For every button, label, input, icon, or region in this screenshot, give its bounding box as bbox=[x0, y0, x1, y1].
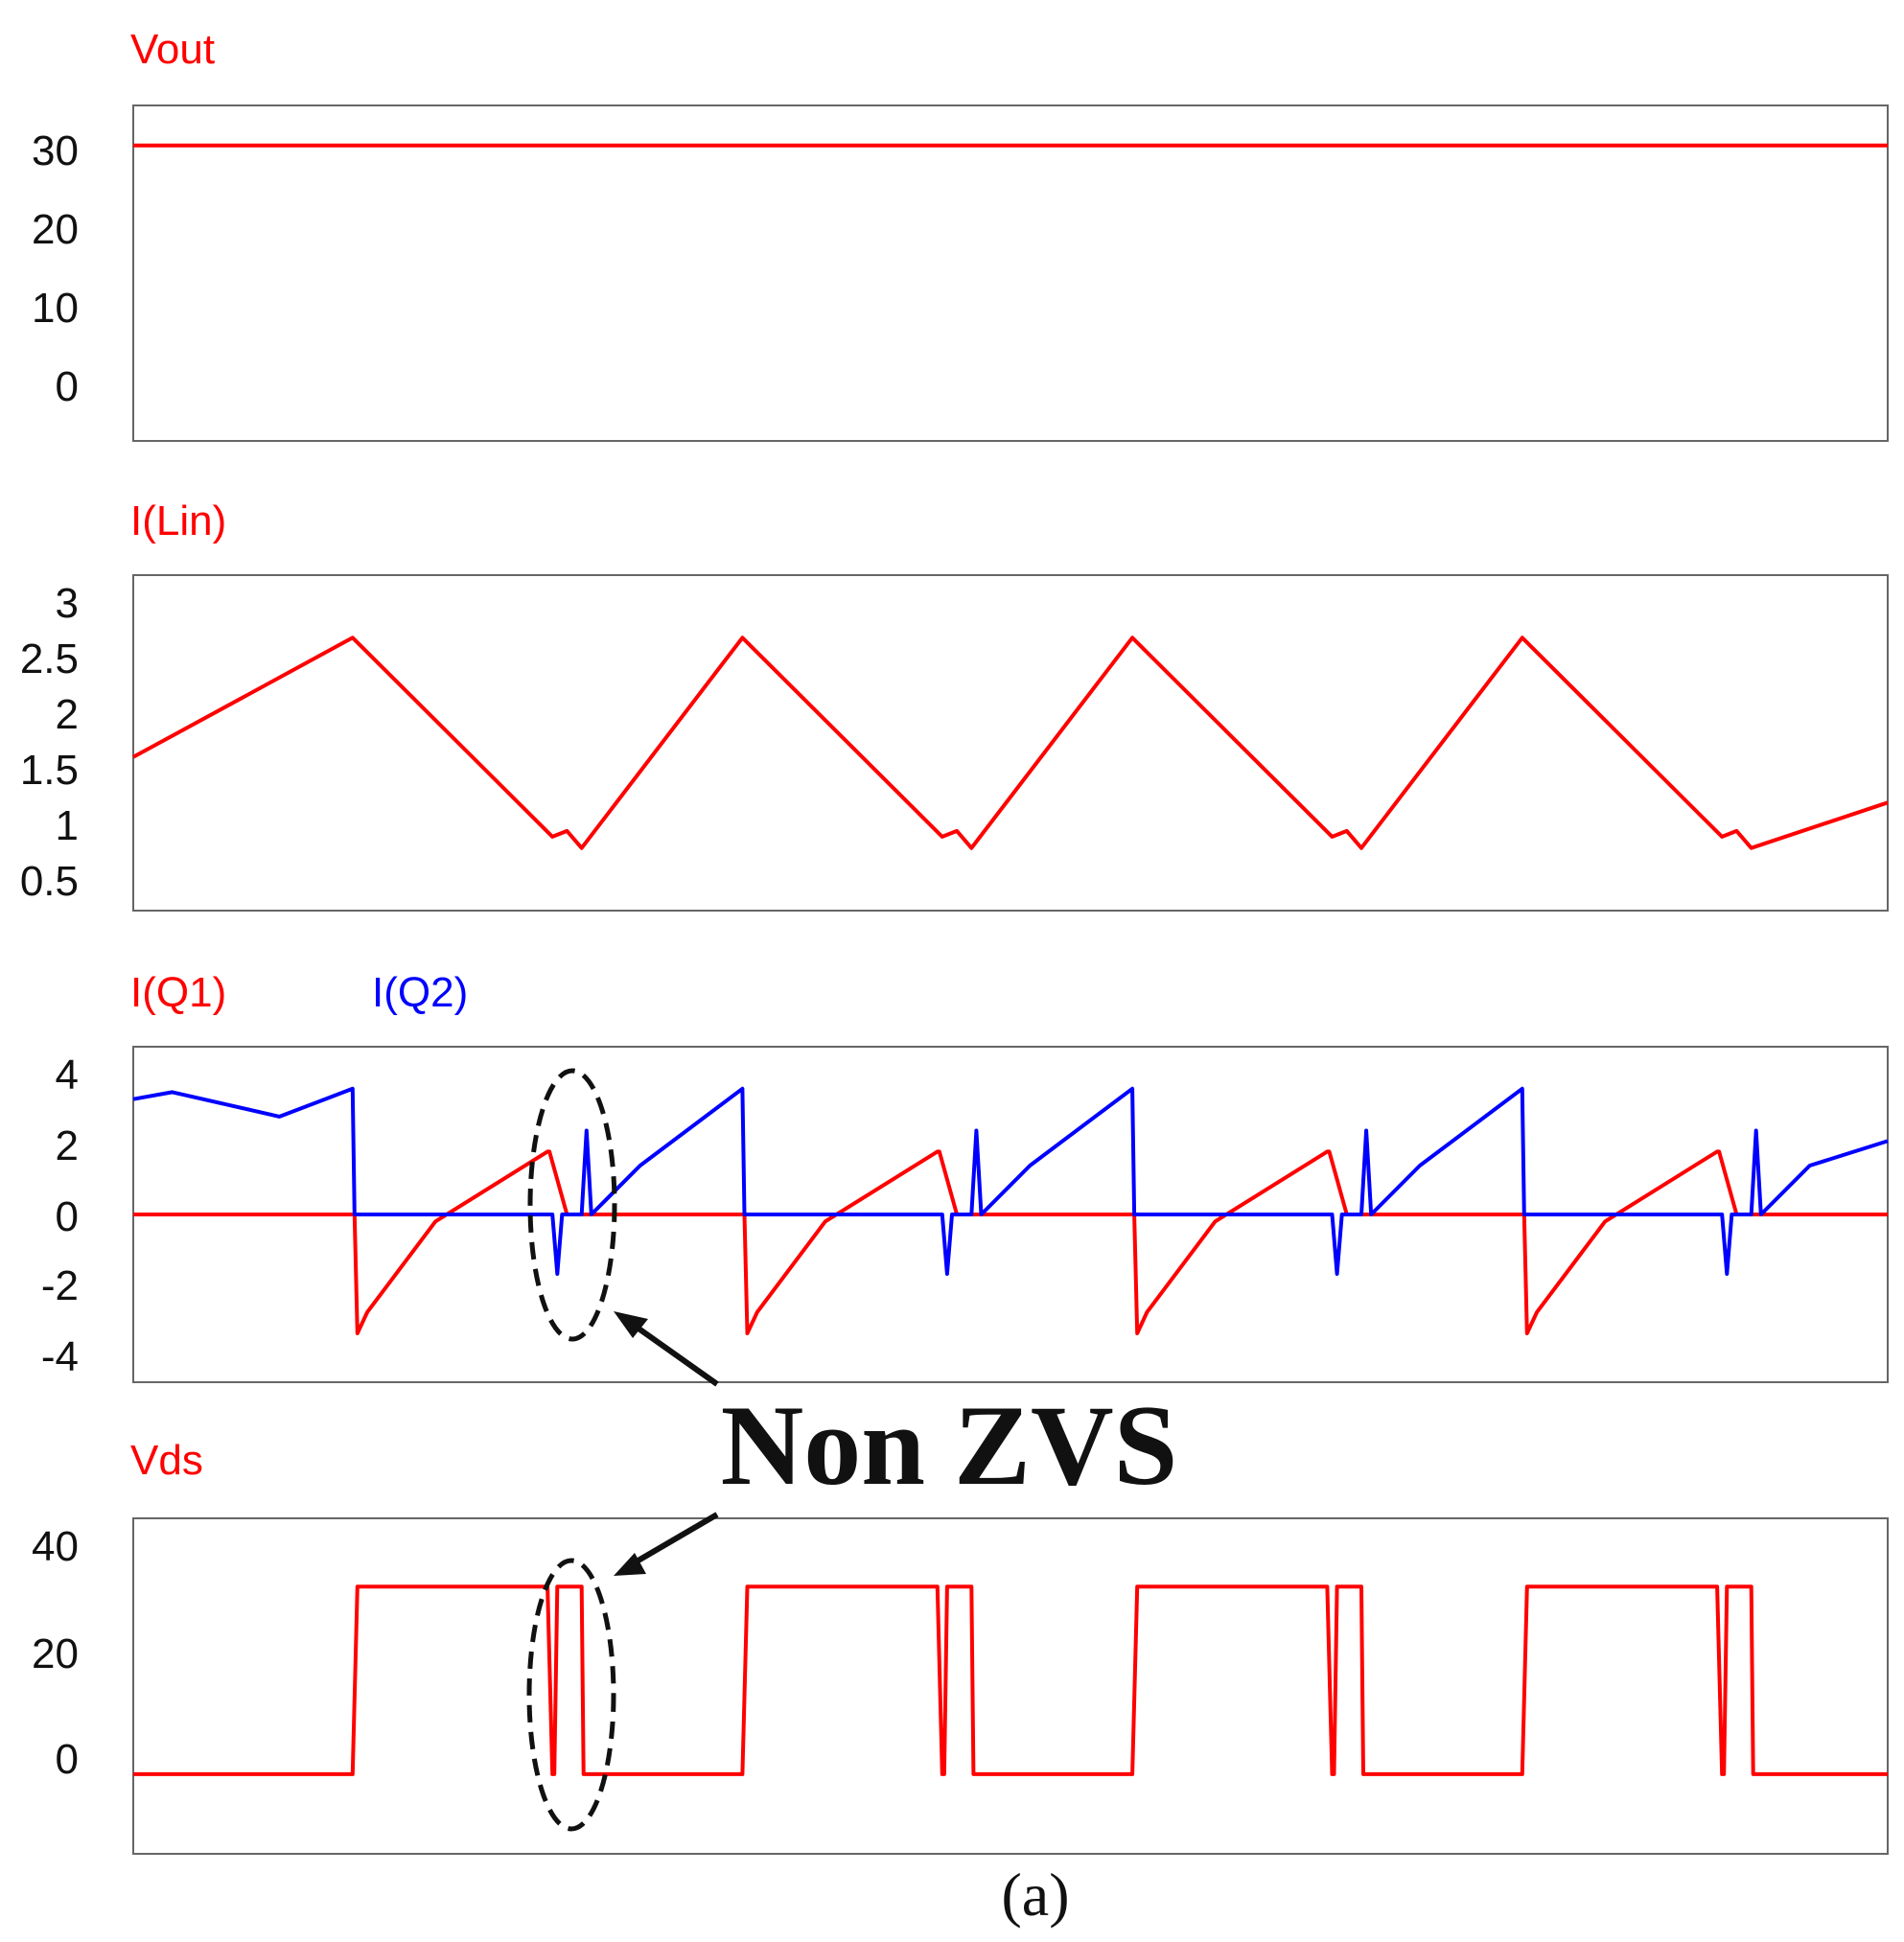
annotation-arrowhead bbox=[614, 1311, 648, 1338]
y-tick: 20 bbox=[32, 1630, 79, 1677]
panel-vds: Vds 40 20 0 bbox=[32, 1437, 1889, 1855]
panel-iq: I(Q1) I(Q2) 4 2 0 -2 -4 bbox=[41, 969, 1889, 1383]
plot-frame bbox=[132, 1517, 1889, 1855]
y-tick: 0 bbox=[56, 1193, 79, 1240]
y-tick: 0.5 bbox=[20, 858, 79, 905]
y-tick: 1.5 bbox=[20, 747, 79, 794]
series-layer bbox=[132, 636, 1889, 850]
series-label-vout: Vout bbox=[130, 26, 215, 73]
y-tick: 20 bbox=[32, 206, 79, 253]
y-tick: 2.5 bbox=[20, 636, 79, 682]
plot-frame bbox=[132, 104, 1889, 442]
annotation-arrowhead bbox=[614, 1553, 646, 1576]
series-label-vds: Vds bbox=[130, 1437, 203, 1484]
series-label-iq2: I(Q2) bbox=[372, 969, 468, 1016]
annotation-arrow bbox=[623, 1512, 719, 1571]
series-label-iq1: I(Q1) bbox=[130, 969, 226, 1016]
y-tick: 4 bbox=[56, 1052, 79, 1098]
series-line-iq1 bbox=[133, 1149, 1888, 1335]
y-tick: 3 bbox=[56, 580, 79, 627]
figure-caption: (a) bbox=[1001, 1861, 1069, 1929]
plot-frame bbox=[132, 574, 1889, 912]
series-layer bbox=[133, 1584, 1888, 1776]
series-line-vds bbox=[133, 1584, 1888, 1776]
y-tick: 30 bbox=[32, 127, 79, 174]
series-line-ilin bbox=[132, 636, 1889, 850]
y-tick: 0 bbox=[56, 1736, 79, 1783]
y-tick: 1 bbox=[56, 802, 79, 849]
highlight-ellipse bbox=[527, 1068, 617, 1342]
panel-vout: Vout 30 20 10 0 bbox=[32, 26, 1889, 442]
y-tick: 2 bbox=[56, 1122, 79, 1169]
highlight-ellipse bbox=[526, 1558, 616, 1832]
series-line-iq2 bbox=[132, 1086, 1889, 1276]
annotation: Non ZVS bbox=[614, 1311, 1177, 1576]
panel-ilin: I(Lin) 3 2.5 2 1.5 1 0.5 bbox=[20, 497, 1889, 912]
series-label-ilin: I(Lin) bbox=[130, 497, 226, 544]
annotation-text: Non ZVS bbox=[721, 1381, 1178, 1509]
y-tick: -2 bbox=[41, 1262, 79, 1309]
y-tick: 2 bbox=[56, 691, 79, 738]
y-tick: -4 bbox=[41, 1333, 79, 1380]
y-tick: 0 bbox=[56, 363, 79, 410]
y-tick: 10 bbox=[32, 285, 79, 332]
series-layer bbox=[132, 1086, 1889, 1335]
annotation-arrow bbox=[623, 1316, 719, 1387]
y-tick: 40 bbox=[32, 1523, 79, 1570]
